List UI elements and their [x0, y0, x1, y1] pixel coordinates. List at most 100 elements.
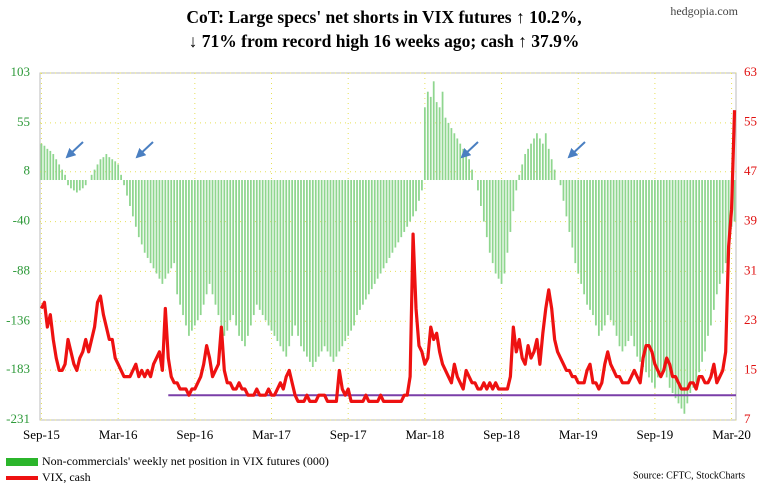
bar — [294, 180, 296, 326]
bar — [603, 180, 606, 326]
bar — [597, 180, 600, 336]
bar — [512, 180, 515, 212]
bar — [583, 180, 586, 295]
bar — [695, 180, 698, 383]
bar — [482, 180, 485, 222]
bar — [70, 180, 72, 189]
bar — [659, 180, 662, 373]
bar — [93, 169, 96, 181]
bar — [329, 180, 332, 357]
bar — [406, 180, 409, 227]
bar — [435, 102, 438, 181]
bar — [364, 180, 367, 300]
bar — [665, 180, 668, 378]
bar — [311, 180, 314, 368]
bar — [123, 180, 125, 186]
bar — [418, 180, 420, 201]
bar — [211, 180, 214, 295]
legend-label: Non-commercials' weekly net position in … — [42, 454, 329, 468]
bar — [612, 180, 615, 326]
bar — [279, 180, 282, 347]
bar — [323, 180, 326, 347]
bar — [258, 180, 261, 310]
y-tick-label: -136 — [6, 312, 30, 327]
x-tick-label: Mar-17 — [252, 427, 291, 442]
bar — [624, 180, 627, 347]
bar — [303, 180, 305, 352]
line — [40, 110, 737, 404]
bar — [308, 180, 311, 362]
bar — [300, 180, 302, 347]
bar — [270, 180, 273, 331]
bar — [500, 180, 503, 284]
bar — [509, 180, 512, 232]
bar — [149, 180, 152, 264]
bar — [126, 180, 128, 196]
bar — [421, 180, 423, 191]
bar — [571, 180, 574, 248]
bar — [173, 180, 176, 264]
bar — [223, 180, 226, 336]
bar — [108, 157, 111, 181]
bar — [90, 174, 93, 181]
bar — [394, 180, 397, 248]
bar — [595, 180, 597, 326]
bar — [75, 180, 78, 193]
bar — [114, 161, 117, 181]
watermark: hedgopia.com — [670, 4, 738, 18]
bar — [61, 169, 64, 181]
bar — [152, 180, 155, 269]
arrow — [460, 141, 479, 159]
bar — [46, 148, 49, 181]
bar — [589, 180, 591, 310]
bar — [426, 91, 429, 181]
y2-tick-label: 55 — [744, 114, 757, 129]
bar — [317, 180, 320, 357]
bar — [182, 180, 184, 316]
x-tick-label: Sep-15 — [23, 427, 60, 442]
bar — [96, 164, 99, 181]
bar — [456, 138, 459, 181]
bar — [480, 180, 482, 206]
bar — [686, 180, 689, 404]
bar — [120, 174, 122, 181]
bar — [550, 159, 553, 181]
y2-tick-label: 23 — [744, 312, 757, 327]
x-tick-label: Sep-16 — [176, 427, 213, 442]
x-tick-label: Mar-16 — [99, 427, 138, 442]
bar — [733, 180, 736, 222]
y2-tick-label: 63 — [744, 64, 757, 79]
x-tick-label: Mar-18 — [405, 427, 444, 442]
bar — [677, 180, 680, 404]
bar — [651, 180, 653, 383]
bar — [503, 180, 506, 274]
bar — [205, 180, 208, 295]
bar — [43, 145, 46, 181]
bar — [179, 180, 181, 305]
bar — [282, 180, 285, 352]
bar — [497, 180, 500, 279]
bar — [143, 180, 146, 253]
y2-tick-label: 31 — [744, 262, 757, 277]
bar — [621, 180, 624, 352]
bar — [712, 180, 715, 310]
bar — [494, 180, 497, 274]
bar — [515, 180, 518, 191]
bar — [367, 180, 370, 295]
bar — [586, 180, 588, 305]
bar — [170, 180, 173, 269]
y-tick-label: -231 — [6, 411, 30, 426]
bar — [692, 180, 695, 388]
bar — [193, 180, 196, 326]
bar — [400, 180, 403, 238]
bar — [379, 180, 382, 274]
bar — [715, 180, 718, 295]
bar — [264, 180, 267, 321]
bar — [559, 180, 562, 186]
bar — [403, 180, 406, 232]
bar — [633, 180, 636, 347]
bar — [527, 148, 529, 181]
bar — [155, 180, 158, 274]
bar — [409, 180, 412, 222]
